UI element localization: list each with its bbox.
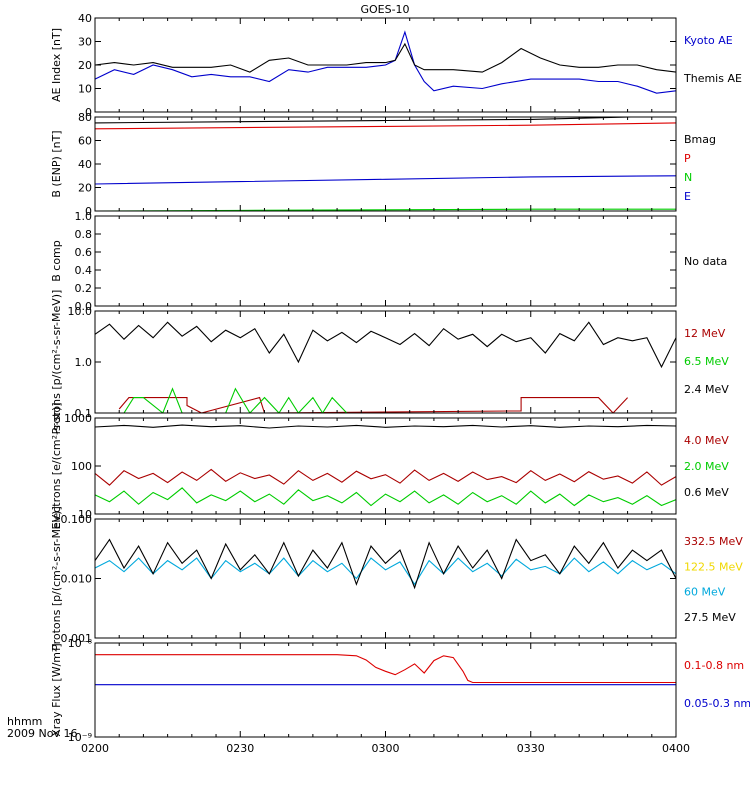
legend-122-5-mev: 122.5 MeV (684, 560, 743, 573)
y-tick-label: 20 (78, 182, 92, 195)
y-tick-label: 10⁻⁹ (68, 731, 92, 744)
series-group (95, 117, 676, 211)
y-tick-label: 1.0 (75, 210, 93, 223)
legend-0-6-mev: 0.6 MeV (684, 486, 729, 499)
panel-4: 0.1 1.0 10.0 Protons [p/(cm²-s-sr-MeV)] 12 M… (50, 290, 729, 435)
legend-themis-ae: Themis AE (683, 72, 742, 85)
y-tick-label: 30 (78, 36, 92, 49)
legend-4-0-mev: 4.0 MeV (684, 434, 729, 447)
series-line-0-1-0-8-nm (95, 654, 676, 684)
series-group (95, 538, 676, 590)
y-axis-label: Xray Flux [W/m²] (50, 643, 63, 736)
y-tick-label: 10 (78, 83, 92, 96)
y-tick-label: 1000 (64, 412, 92, 425)
series-line-12-mev (118, 396, 629, 413)
series-line-60-mev (95, 557, 676, 586)
y-tick-label: 0.8 (75, 228, 93, 241)
y-tick-label: 40 (78, 12, 92, 25)
legend-332-5-mev: 332.5 MeV (684, 535, 743, 548)
y-tick-label: 10.0 (68, 305, 93, 318)
y-tick-label: 40 (78, 158, 92, 171)
x-tick-label-0230: 0230 (226, 742, 254, 755)
legend-p: P (684, 152, 691, 165)
chart-title: GOES-10 (360, 3, 409, 16)
series-line-p (95, 122, 676, 130)
legend-no-data: No data (684, 255, 727, 268)
y-axis-label: Protons [p/(cm²-s-sr-MeV)] (50, 290, 63, 435)
y-tick-label: 10 (78, 508, 92, 521)
y-tick-label: 0.6 (75, 246, 93, 259)
legend-0-1-0-8-nm: 0.1-0.8 nm (684, 659, 744, 672)
series-group (95, 30, 676, 94)
legend-60-mev: 60 MeV (684, 586, 726, 599)
panel-frame (94, 215, 677, 307)
legend-12-mev: 12 MeV (684, 327, 726, 340)
x-axis: 0200 0230 0300 0330 0400 (81, 742, 690, 755)
y-tick-label: 0.0 (75, 300, 93, 313)
series-line-27-5-mev (95, 538, 676, 590)
x-tick-label-0330: 0330 (517, 742, 545, 755)
y-tick-label: 0.1 (75, 407, 93, 420)
series-group (95, 654, 676, 686)
legend-n: N (684, 171, 692, 184)
series-line-2-0-mev (95, 487, 676, 507)
panel-frame (94, 642, 677, 738)
y-tick-label: 0.2 (75, 282, 93, 295)
series-line-2-4-mev (95, 321, 676, 369)
y-tick-label: 10⁻⁸ (68, 637, 93, 650)
y-axis-label: AE Index [nT] (50, 28, 63, 102)
series-line-themis-ae (95, 42, 676, 73)
series-line-kyoto-ae (95, 30, 676, 94)
legend-kyoto-ae: Kyoto AE (684, 34, 733, 47)
y-tick-label: 0 (85, 106, 92, 119)
date-label: 2009 Nov 16 (7, 727, 77, 740)
legend-e: E (684, 190, 691, 203)
y-axis-label: B (ENP) [nT] (50, 130, 63, 197)
y-tick-label: 0.001 (61, 632, 93, 645)
series-line-4-0-mev (95, 468, 676, 486)
series-line-6-5-mev (123, 387, 676, 413)
y-tick-label: 60 (78, 135, 92, 148)
x-tick-label-0200: 0200 (81, 742, 109, 755)
y-axis-label: Protons [p/(cm²-s-sr-MeV)] (50, 506, 63, 651)
panel-frame (94, 417, 677, 515)
y-tick-label: 0 (85, 205, 92, 218)
panel-3: 0.0 0.2 0.4 0.6 0.8 1.0 B comp No data (50, 210, 727, 313)
panel-2: 0 20 40 60 80 B (ENP) [nT] Bmag PNE (50, 111, 716, 218)
panel-1: 0 10 20 30 40 AE Index [nT] Kyoto AE Themis AE (50, 12, 742, 119)
time-unit-label: hhmm (7, 715, 42, 728)
legend-0-05-0-3-nm: 0.05-0.3 nm (684, 697, 750, 710)
y-tick-label: 0.100 (61, 513, 93, 526)
panel-7: 10⁻⁹ 10⁻⁸ Xray Flux [W/m²] 0.1-0.8 nm 0.05-0… (50, 637, 750, 744)
legend-6-5-mev: 6.5 MeV (684, 355, 729, 368)
series-group (95, 321, 676, 413)
x-tick-label-0300: 0300 (372, 742, 400, 755)
y-tick-label: 1.0 (75, 356, 93, 369)
y-tick-label: 100 (71, 460, 92, 473)
y-axis-label: B comp (50, 240, 63, 282)
panel-frame (94, 518, 677, 639)
x-tick-label-0400: 0400 (662, 742, 690, 755)
y-tick-label: 0.010 (61, 573, 93, 586)
y-tick-label: 20 (78, 59, 92, 72)
y-tick-label: 80 (78, 111, 92, 124)
series-group (95, 424, 676, 507)
legend-27-5-mev: 27.5 MeV (684, 611, 736, 624)
legend-2-0-mev: 2.0 MeV (684, 460, 729, 473)
y-axis-label: Electrons [e/(cm²-s-sr)] (50, 402, 63, 529)
series-line-e (95, 175, 676, 185)
legend-bmag: Bmag (684, 133, 716, 146)
y-tick-label: 0.4 (75, 264, 93, 277)
legend-2-4-mev: 2.4 MeV (684, 383, 729, 396)
series-line-0-6-mev (95, 424, 676, 429)
panel-frame (94, 116, 677, 212)
